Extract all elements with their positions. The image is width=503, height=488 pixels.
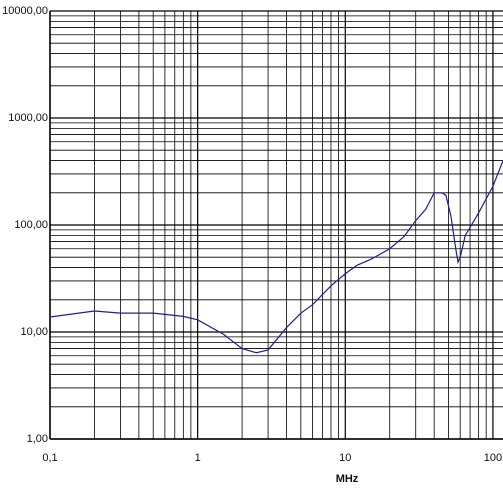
y-tick-label: 1,00 [27, 433, 48, 445]
data-line [49, 160, 503, 354]
y-tick-label: 10,00 [20, 326, 48, 338]
y-tick-label: 10000,00 [2, 5, 48, 17]
y-tick-label: 1000,00 [8, 112, 48, 124]
x-tick-label: 1 [195, 452, 201, 464]
x-tick-label: 100 [484, 452, 502, 464]
x-tick-label: 0,1 [42, 452, 57, 464]
x-tick-label: 10 [339, 452, 351, 464]
y-tick-label: 100,00 [14, 219, 48, 231]
x-axis-label: MHz [336, 473, 359, 485]
